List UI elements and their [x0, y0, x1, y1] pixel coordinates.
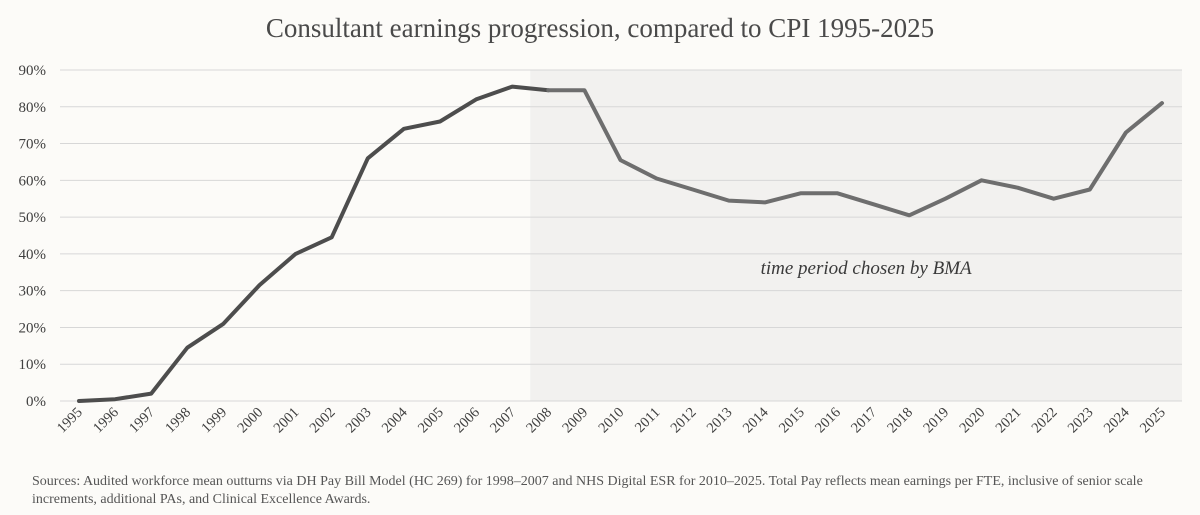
x-tick-label: 2009: [559, 405, 591, 437]
sources-note: Sources: Audited workforce mean outturns…: [32, 474, 1143, 507]
x-tick-label: 2015: [776, 405, 808, 437]
data-point: [763, 200, 767, 204]
x-tick-label: 2016: [812, 405, 844, 437]
data-point: [582, 88, 586, 92]
data-point: [655, 176, 659, 180]
data-point: [330, 235, 334, 239]
x-tick-label: 2002: [307, 405, 339, 437]
series-line-2008-2025: [546, 88, 1164, 218]
x-tick-label: 2013: [704, 405, 736, 437]
y-tick-label: 60%: [19, 173, 47, 189]
data-point: [691, 188, 695, 192]
data-point: [77, 399, 81, 403]
y-tick-label: 30%: [19, 284, 47, 300]
x-tick-label: 2023: [1065, 405, 1097, 437]
data-point: [1016, 186, 1020, 190]
x-tick-label: 1999: [198, 405, 230, 437]
data-point: [727, 199, 731, 203]
x-tick-label: 2018: [884, 405, 916, 437]
x-tick-label: 1998: [162, 405, 194, 437]
data-point: [980, 178, 984, 182]
data-point: [366, 156, 370, 160]
y-tick-label: 50%: [19, 210, 47, 226]
data-point: [185, 346, 189, 350]
x-tick-label: 2022: [1029, 405, 1061, 437]
x-tick-label: 2007: [487, 405, 519, 437]
x-tick-label: 1997: [126, 405, 158, 437]
x-tick-label: 2011: [632, 405, 663, 436]
x-tick-label: 2012: [668, 405, 700, 437]
y-tick-label: 10%: [19, 357, 47, 373]
highlight-label: time period chosen by BMA: [761, 258, 972, 279]
x-tick-label: 2004: [379, 404, 411, 436]
data-point: [546, 88, 550, 92]
data-point: [258, 283, 262, 287]
x-tick-label: 2025: [1137, 405, 1169, 437]
x-tick-label: 2003: [343, 405, 375, 437]
data-point: [871, 202, 875, 206]
x-tick-label: 2020: [957, 405, 989, 437]
data-point: [149, 392, 153, 396]
y-tick-label: 70%: [19, 137, 47, 153]
data-point: [221, 322, 225, 326]
x-tick-label: 2017: [848, 405, 880, 437]
x-tick-label: 2024: [1101, 404, 1133, 436]
data-point: [1088, 188, 1092, 192]
chart-title: Consultant earnings progression, compare…: [265, 13, 935, 43]
data-point: [438, 119, 442, 123]
x-tick-label: 2005: [415, 405, 447, 437]
data-point: [1052, 197, 1056, 201]
data-point: [294, 252, 298, 256]
y-tick-label: 80%: [19, 100, 47, 116]
y-tick-label: 0%: [26, 394, 46, 410]
x-tick-label: 2019: [920, 405, 952, 437]
data-point: [907, 213, 911, 217]
y-tick-label: 90%: [19, 63, 47, 79]
data-point: [619, 158, 623, 162]
x-tick-label: 2008: [523, 405, 555, 437]
x-tick-label: 2010: [596, 405, 628, 437]
y-tick-label: 40%: [19, 247, 47, 263]
x-tick-label: 1995: [54, 405, 86, 437]
y-tick-label: 20%: [19, 320, 47, 336]
x-tick-label: 2014: [740, 404, 772, 436]
x-tick-label: 1996: [90, 405, 122, 437]
highlight-region: [530, 70, 1182, 401]
data-point: [510, 85, 514, 89]
data-point: [943, 197, 947, 201]
x-tick-label: 2021: [993, 405, 1025, 437]
x-tick-label: 2006: [451, 405, 483, 437]
data-point: [402, 127, 406, 131]
data-point: [474, 97, 478, 101]
data-point: [113, 397, 117, 401]
data-point: [1160, 101, 1164, 105]
x-tick-label: 2001: [271, 405, 303, 437]
series-line-pre-2008: [77, 84, 551, 403]
data-point: [1124, 131, 1128, 135]
data-point: [835, 191, 839, 195]
data-point: [799, 191, 803, 195]
x-tick-label: 2000: [235, 405, 267, 437]
